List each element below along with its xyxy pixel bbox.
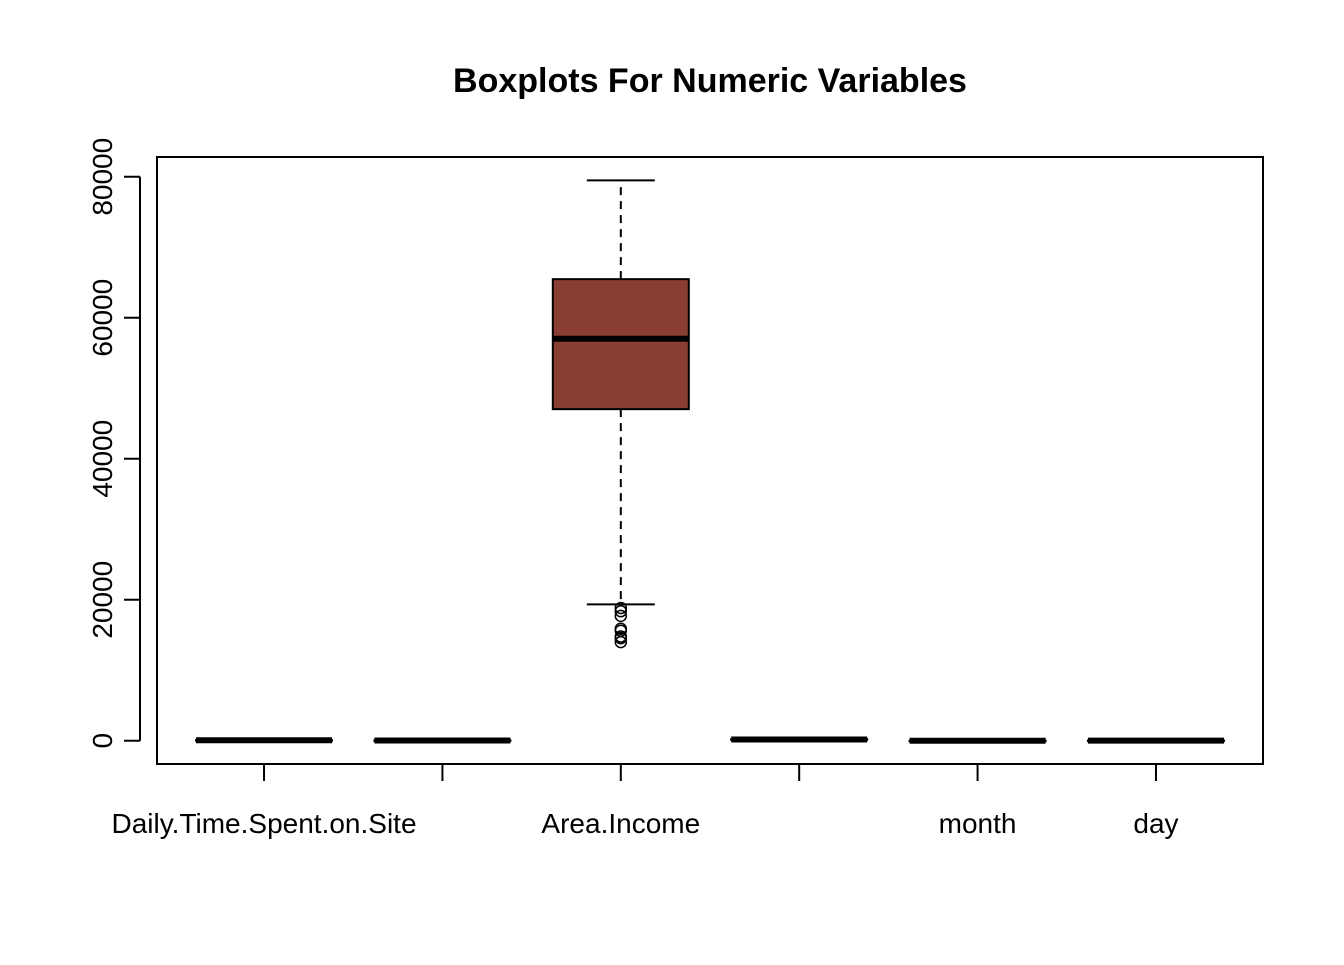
box-group xyxy=(195,737,334,744)
outlier-point xyxy=(614,635,628,649)
chart-title: Boxplots For Numeric Variables xyxy=(453,62,967,100)
box-group xyxy=(551,179,690,649)
box-group xyxy=(908,737,1047,744)
outlier-point xyxy=(614,601,628,615)
plot-frame xyxy=(156,156,1264,765)
y-tick-label: 20000 xyxy=(87,561,118,639)
box-group xyxy=(1086,737,1225,744)
y-tick-label: 40000 xyxy=(87,420,118,498)
y-tick-label: 0 xyxy=(87,733,118,749)
y-tick-label: 80000 xyxy=(87,138,118,216)
outlier-point xyxy=(614,609,628,623)
x-axis: Daily.Time.Spent.on.Site Area.Income month… xyxy=(112,764,1179,839)
x-tick-label: day xyxy=(1133,808,1178,839)
outlier-point xyxy=(614,604,628,618)
y-tick-label: 60000 xyxy=(87,279,118,357)
y-axis: 0 20000 40000 60000 80000 xyxy=(87,138,141,749)
outlier-point xyxy=(614,631,628,645)
x-tick-label: month xyxy=(939,808,1017,839)
x-tick-label: Daily.Time.Spent.on.Site xyxy=(112,808,417,839)
box-group xyxy=(730,736,869,743)
boxes-layer xyxy=(195,179,1225,744)
box-group xyxy=(373,737,512,744)
box-iqr xyxy=(551,278,690,411)
x-tick-label: Area.Income xyxy=(541,808,700,839)
